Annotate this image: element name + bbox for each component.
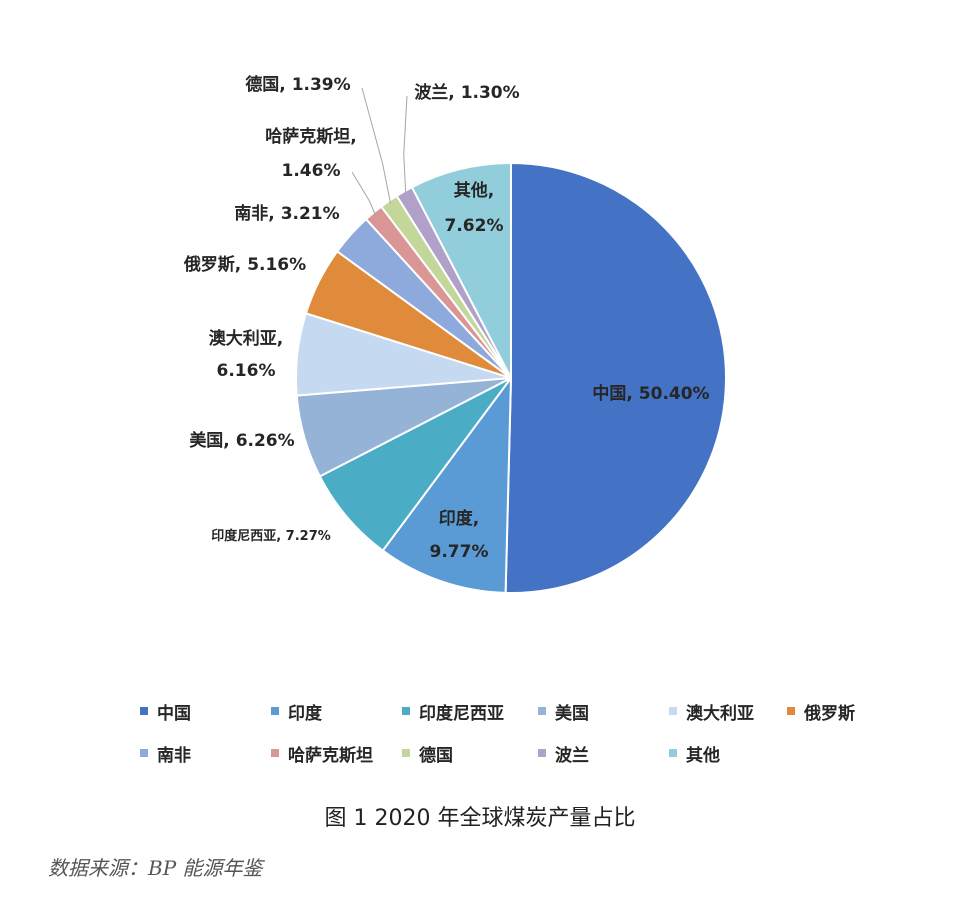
slice-label-10-b: 7.62% — [445, 216, 504, 236]
legend-item-9: 波兰 — [538, 742, 669, 766]
legend-item-8: 德国 — [402, 742, 538, 766]
pie-chart: 中国, 50.40% 印度, 9.77% 印度尼西亚, 7.27% 美国, 6.26% 澳… — [183, 74, 727, 594]
slice-label-6-a: 南非, 3.21% — [234, 203, 339, 224]
slice-label-3-a: 美国, 6.26% — [189, 430, 294, 451]
legend-item-3: 美国 — [538, 700, 669, 724]
legend-label-9: 波兰 — [555, 745, 589, 766]
slice-label-5-a: 俄罗斯, 5.16% — [183, 254, 306, 275]
legend-swatch-8 — [402, 749, 410, 757]
legend-item-4: 澳大利亚 — [669, 700, 787, 724]
legend-swatch-3 — [538, 707, 546, 715]
legend-label-5: 俄罗斯 — [804, 703, 855, 724]
legend-item-7: 哈萨克斯坦 — [271, 742, 402, 766]
slice-label-1-b: 9.77% — [430, 542, 489, 562]
leader-lines — [351, 87, 408, 216]
slice-1 — [381, 374, 513, 594]
legend-swatch-9 — [538, 749, 546, 757]
slice-label-8-a: 德国, 1.39% — [245, 74, 350, 95]
slice-labels: 中国, 50.40% 印度, 9.77% 印度尼西亚, 7.27% 美国, 6.26% 澳… — [183, 74, 710, 562]
slice-label-7-a: 哈萨克斯坦, — [265, 126, 356, 147]
figure-caption: 图 1 2020 年全球煤炭产量占比 — [324, 806, 636, 831]
legend-label-0: 中国 — [157, 703, 191, 724]
slice-label-9-a: 波兰, 1.30% — [414, 82, 519, 103]
legend-swatch-4 — [669, 707, 677, 715]
legend-item-10: 其他 — [669, 742, 787, 766]
legend-swatch-2 — [402, 707, 410, 715]
legend-label-8: 德国 — [419, 745, 453, 766]
slice-label-7-b: 1.46% — [282, 161, 341, 181]
legend-item-1: 印度 — [271, 700, 402, 724]
legend-label-7: 哈萨克斯坦 — [288, 745, 373, 766]
legend-swatch-1 — [271, 707, 279, 715]
legend-label-4: 澳大利亚 — [686, 703, 754, 724]
legend-label-10: 其他 — [686, 745, 720, 766]
slice-label-4-b: 6.16% — [217, 361, 276, 381]
legend: 中国 印度 印度尼西亚 美国 澳大利亚 俄罗斯南非 哈萨克斯坦 德国 波兰 其他 — [140, 700, 860, 766]
legend-item-0: 中国 — [140, 700, 271, 724]
slice-label-10-a: 其他, — [454, 180, 494, 201]
slice-label-4-a: 澳大利亚, — [209, 328, 283, 349]
slice-label-0-a: 中国, 50.40% — [592, 383, 709, 404]
slice-0 — [504, 161, 727, 594]
slice-label-1-a: 印度, — [439, 508, 479, 529]
slice-10 — [410, 161, 512, 379]
data-source-note: 数据来源：BP 能源年鉴 — [48, 856, 263, 880]
slice-2 — [318, 377, 512, 552]
legend-item-6: 南非 — [140, 742, 271, 766]
legend-swatch-5 — [787, 707, 795, 715]
leader-line-7 — [351, 171, 376, 216]
legend-label-6: 南非 — [157, 745, 191, 766]
legend-label-1: 印度 — [288, 703, 322, 724]
leader-line-8 — [361, 87, 392, 204]
legend-item-5: 俄罗斯 — [787, 700, 887, 724]
legend-swatch-7 — [271, 749, 279, 757]
slice-label-2-a: 印度尼西亚, 7.27% — [211, 528, 331, 544]
legend-label-3: 美国 — [555, 703, 589, 724]
legend-label-2: 印度尼西亚 — [419, 703, 504, 724]
legend-swatch-0 — [140, 707, 148, 715]
legend-swatch-10 — [669, 749, 677, 757]
leader-line-9 — [403, 95, 408, 195]
legend-item-2: 印度尼西亚 — [402, 700, 538, 724]
legend-swatch-6 — [140, 749, 148, 757]
pie-slices — [295, 161, 727, 594]
